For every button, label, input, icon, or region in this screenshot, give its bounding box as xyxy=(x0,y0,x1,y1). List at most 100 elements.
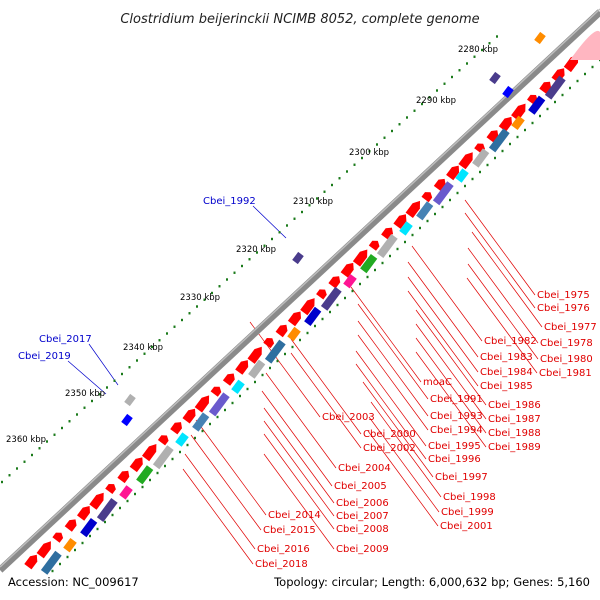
gene-label[interactable]: Cbei_2005 xyxy=(334,481,387,492)
gene-label-reverse[interactable]: Cbei_2019 xyxy=(18,351,71,362)
gene-arrow xyxy=(287,311,301,327)
tick-dot xyxy=(209,422,211,426)
gene-arrow xyxy=(36,541,51,559)
gene-arrow xyxy=(157,435,169,446)
gene-label[interactable]: Cbei_1982 xyxy=(484,336,537,347)
gene-label[interactable]: Cbei_2006 xyxy=(336,498,389,509)
gene-label[interactable]: Cbei_1975 xyxy=(537,290,590,301)
gene-block-pink xyxy=(570,30,600,60)
gene-label[interactable]: Cbei_1996 xyxy=(428,454,481,465)
tick-dot xyxy=(104,520,106,524)
gene-label[interactable]: Cbei_1993 xyxy=(430,411,483,422)
gene-label[interactable]: Cbei_1987 xyxy=(488,414,541,425)
gene-label[interactable]: Cbei_1985 xyxy=(480,381,533,392)
tick-dot xyxy=(239,394,241,398)
gene-block xyxy=(292,251,304,265)
gene-label-reverse[interactable]: Cbei_1992 xyxy=(203,196,256,207)
tick-dot xyxy=(306,331,309,335)
gene-block xyxy=(432,181,454,206)
gene-block xyxy=(489,71,501,85)
gene-arrow xyxy=(352,249,368,267)
gene-label[interactable]: Cbei_1995 xyxy=(428,441,481,452)
tick-dot xyxy=(164,464,166,468)
gene-block xyxy=(320,286,342,311)
gene-label[interactable]: Cbei_1981 xyxy=(539,368,592,379)
gene-arrow xyxy=(117,470,130,484)
gene-label[interactable]: Cbei_2002 xyxy=(363,443,416,454)
gene-label[interactable]: Cbei_2018 xyxy=(255,559,308,570)
tick-dot xyxy=(286,224,288,227)
gene-label[interactable]: Cbei_1977 xyxy=(544,322,597,333)
gene-label[interactable]: Cbei_1999 xyxy=(441,507,494,518)
gene-arrow xyxy=(222,373,235,386)
gene-arrow xyxy=(182,408,196,424)
leader-line xyxy=(407,261,479,358)
tick-dot xyxy=(321,317,324,321)
gene-label[interactable]: Cbei_1989 xyxy=(488,442,541,453)
gene-block xyxy=(208,392,230,417)
gene-label[interactable]: Cbei_2007 xyxy=(336,511,389,522)
leader-line xyxy=(367,430,439,527)
gene-label[interactable]: moaC xyxy=(423,377,452,388)
tick-dot xyxy=(149,478,151,482)
tick-dot xyxy=(421,102,423,106)
tick-dot xyxy=(151,345,153,349)
gene-label[interactable]: Cbei_2014 xyxy=(268,510,321,521)
gene-features xyxy=(24,30,600,575)
tick-dot xyxy=(293,217,296,220)
gene-label[interactable]: Cbei_1983 xyxy=(480,352,533,363)
gene-label[interactable]: Cbei_1976 xyxy=(537,303,590,314)
tick-dot xyxy=(361,156,363,160)
gene-label[interactable]: Cbei_1986 xyxy=(488,400,541,411)
tick-dot xyxy=(31,453,33,457)
tick-dot xyxy=(113,379,116,382)
tick-dot xyxy=(464,184,466,188)
leader-line xyxy=(249,321,321,418)
tick-dot xyxy=(188,312,191,315)
tick-dot-ring xyxy=(1,35,600,573)
gene-label[interactable]: Cbei_2004 xyxy=(338,463,391,474)
tick-dot xyxy=(524,128,526,132)
leader-line xyxy=(263,407,335,504)
tick-dot xyxy=(121,372,123,376)
gene-label[interactable]: Cbei_1984 xyxy=(480,367,533,378)
tick-dot xyxy=(196,305,198,308)
leader-line xyxy=(407,276,479,373)
gene-label[interactable]: Cbei_2000 xyxy=(363,429,416,440)
leader-line xyxy=(263,453,335,550)
gene-arrow xyxy=(275,324,288,338)
gene-block xyxy=(264,339,286,364)
tick-dot xyxy=(546,107,549,111)
leader-line xyxy=(368,416,440,513)
gene-label[interactable]: Cbei_1980 xyxy=(540,354,593,365)
tick-dot xyxy=(368,150,371,153)
tick-dot xyxy=(166,332,168,335)
kbp-scale: 2280 kbp 2290 kbp 2300 kbp 2310 kbp 2320 kbp… xyxy=(6,45,498,445)
gene-label[interactable]: Cbei_2015 xyxy=(263,525,316,536)
kbp-tick-label: 2290 kbp xyxy=(416,96,456,106)
tick-dot xyxy=(246,387,249,391)
gene-block xyxy=(528,95,546,115)
tick-dot xyxy=(389,254,391,258)
leader-line xyxy=(357,320,429,417)
gene-block xyxy=(63,537,77,553)
gene-label[interactable]: Cbei_1997 xyxy=(435,472,488,483)
tick-dot xyxy=(314,324,316,328)
tick-dot xyxy=(201,429,204,433)
gene-label[interactable]: Cbei_1998 xyxy=(443,492,496,503)
gene-label[interactable]: Cbei_1991 xyxy=(430,394,483,405)
gene-label-reverse[interactable]: Cbei_2017 xyxy=(39,334,92,345)
tick-dot xyxy=(436,89,438,92)
gene-label[interactable]: Cbei_2001 xyxy=(440,521,493,532)
tick-dot xyxy=(211,291,213,295)
gene-arrow xyxy=(316,289,327,300)
gene-label[interactable]: Cbei_2009 xyxy=(336,544,389,555)
gene-label[interactable]: Cbei_2008 xyxy=(336,524,389,535)
gene-label[interactable]: Cbei_1988 xyxy=(488,428,541,439)
gene-label[interactable]: Cbei_2003 xyxy=(322,412,375,423)
gene-label[interactable]: Cbei_1994 xyxy=(430,425,483,436)
gene-label[interactable]: Cbei_1978 xyxy=(540,338,593,349)
tick-dot xyxy=(111,513,114,517)
gene-arrow xyxy=(340,262,354,278)
gene-label[interactable]: Cbei_2016 xyxy=(257,544,310,555)
